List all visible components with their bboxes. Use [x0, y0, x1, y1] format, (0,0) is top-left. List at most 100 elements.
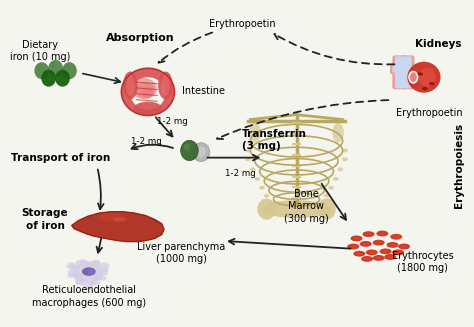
Ellipse shape [67, 273, 75, 278]
Ellipse shape [75, 280, 83, 284]
Ellipse shape [419, 68, 436, 87]
FancyBboxPatch shape [401, 56, 414, 89]
Text: Erythrocytes
(1800 mg): Erythrocytes (1800 mg) [392, 250, 454, 273]
Ellipse shape [93, 261, 100, 265]
Ellipse shape [41, 70, 56, 87]
Ellipse shape [158, 72, 173, 99]
Ellipse shape [91, 260, 100, 267]
Ellipse shape [373, 240, 385, 246]
Text: Bone
Marrow
(300 mg): Bone Marrow (300 mg) [284, 189, 328, 224]
Ellipse shape [363, 243, 369, 245]
Text: Intestine: Intestine [182, 86, 225, 95]
Ellipse shape [328, 186, 334, 190]
Ellipse shape [398, 244, 410, 250]
Ellipse shape [407, 62, 440, 93]
Ellipse shape [100, 276, 107, 280]
Ellipse shape [356, 252, 362, 255]
Ellipse shape [342, 157, 348, 161]
Ellipse shape [390, 244, 395, 246]
Ellipse shape [376, 257, 382, 259]
Ellipse shape [161, 75, 170, 96]
Ellipse shape [386, 242, 399, 248]
Text: Erythropoetin: Erythropoetin [209, 19, 276, 29]
Ellipse shape [317, 198, 336, 220]
Ellipse shape [354, 237, 360, 240]
Ellipse shape [66, 262, 77, 269]
Ellipse shape [192, 143, 210, 162]
Ellipse shape [347, 244, 359, 250]
Ellipse shape [98, 213, 124, 221]
Ellipse shape [75, 260, 85, 267]
Text: Transport of iron: Transport of iron [10, 153, 110, 163]
Ellipse shape [351, 235, 363, 241]
Ellipse shape [101, 267, 109, 272]
Ellipse shape [333, 177, 338, 181]
Ellipse shape [131, 77, 165, 110]
FancyBboxPatch shape [391, 65, 420, 74]
Ellipse shape [262, 200, 331, 218]
Ellipse shape [376, 241, 382, 244]
Ellipse shape [91, 278, 100, 285]
Ellipse shape [80, 259, 87, 264]
Ellipse shape [319, 201, 325, 205]
Ellipse shape [65, 64, 70, 71]
Polygon shape [72, 212, 164, 242]
Ellipse shape [184, 143, 191, 151]
Text: Reticuloendothelial
macrophages (600 mg): Reticuloendothelial macrophages (600 mg) [32, 285, 146, 308]
Ellipse shape [350, 245, 356, 248]
Ellipse shape [380, 249, 392, 254]
Ellipse shape [363, 231, 374, 237]
Ellipse shape [62, 62, 77, 79]
Ellipse shape [83, 261, 93, 268]
Ellipse shape [69, 265, 76, 269]
Ellipse shape [131, 78, 157, 99]
Ellipse shape [364, 258, 370, 260]
Ellipse shape [249, 123, 261, 142]
Ellipse shape [99, 262, 109, 269]
Text: Dietary
iron (10 mg): Dietary iron (10 mg) [10, 40, 71, 62]
Ellipse shape [264, 194, 269, 198]
Ellipse shape [48, 60, 63, 77]
Ellipse shape [88, 269, 95, 275]
Ellipse shape [196, 146, 206, 158]
Ellipse shape [246, 148, 251, 152]
Ellipse shape [93, 273, 103, 280]
Ellipse shape [73, 263, 103, 283]
Text: Erythropoiesis: Erythropoiesis [454, 123, 464, 208]
FancyBboxPatch shape [396, 57, 403, 88]
Ellipse shape [121, 68, 174, 115]
Ellipse shape [401, 245, 407, 248]
Ellipse shape [68, 269, 78, 276]
Ellipse shape [361, 256, 373, 262]
Ellipse shape [181, 140, 198, 161]
Ellipse shape [418, 72, 423, 76]
Ellipse shape [390, 234, 402, 240]
Ellipse shape [268, 201, 274, 205]
Ellipse shape [429, 82, 435, 85]
Ellipse shape [387, 256, 393, 258]
Ellipse shape [410, 72, 417, 82]
Text: Liver parenchyma
(1000 mg): Liver parenchyma (1000 mg) [137, 242, 226, 264]
Ellipse shape [51, 62, 55, 68]
Ellipse shape [141, 86, 153, 97]
Text: Erythropoetin: Erythropoetin [396, 108, 463, 118]
Ellipse shape [75, 278, 85, 285]
Ellipse shape [37, 64, 42, 71]
Text: 1-2 mg: 1-2 mg [131, 137, 162, 146]
Ellipse shape [83, 282, 93, 289]
Ellipse shape [393, 235, 399, 238]
Ellipse shape [395, 251, 401, 254]
Ellipse shape [373, 255, 385, 261]
Text: Kidneys: Kidneys [415, 39, 462, 49]
Ellipse shape [55, 70, 70, 87]
Ellipse shape [324, 194, 329, 198]
Ellipse shape [383, 250, 389, 253]
Ellipse shape [34, 62, 49, 79]
Ellipse shape [353, 251, 365, 257]
Ellipse shape [422, 87, 428, 90]
Ellipse shape [342, 148, 348, 152]
Ellipse shape [384, 254, 396, 260]
Ellipse shape [255, 177, 260, 181]
Ellipse shape [137, 82, 155, 98]
Text: Absorption: Absorption [106, 33, 174, 43]
